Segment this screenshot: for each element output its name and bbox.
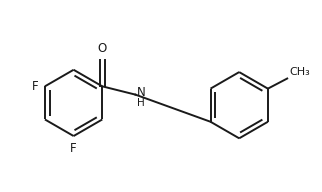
Text: H: H — [137, 98, 145, 108]
Text: F: F — [70, 142, 77, 156]
Text: F: F — [32, 80, 39, 93]
Text: N: N — [137, 86, 146, 99]
Text: CH₃: CH₃ — [289, 67, 310, 77]
Text: O: O — [98, 42, 107, 55]
